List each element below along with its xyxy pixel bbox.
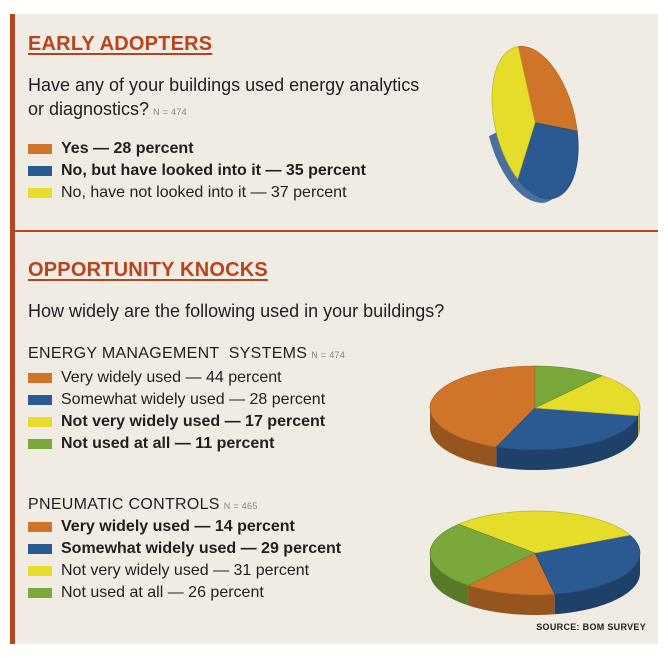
legend-label: Not used at all — 11 percent [61, 435, 275, 452]
pie-slice [467, 552, 556, 596]
legend-label: Not used at all — 26 percent [61, 584, 264, 601]
legend-label: Somewhat widely used — 29 percent [61, 540, 342, 557]
legend-label: Very widely used — 44 percent [61, 369, 282, 386]
opportunity-knocks-question: How widely are the following used in you… [28, 301, 445, 321]
early-adopters-question: Have any of your buildings used energy a… [28, 73, 428, 124]
pie-slice-side [496, 415, 639, 470]
pie-side-walls [430, 407, 640, 470]
pneumatic-legend: Very widely used — 14 percent Somewhat wi… [28, 516, 341, 604]
legend-item: No, but have looked into it — 35 percent [28, 160, 366, 182]
legend-item: Yes — 28 percent [28, 138, 366, 160]
legend-label: No, but have looked into it — 35 percent [61, 162, 366, 179]
early-adopters-heading: EARLY ADOPTERS [28, 33, 213, 55]
pie-side-walls [430, 552, 640, 615]
legend-label: Not very widely used — 17 percent [61, 413, 326, 430]
pie-slice-side [430, 407, 497, 468]
pie-slice [457, 510, 631, 554]
legend-item: Not very widely used — 31 percent [28, 560, 341, 582]
legend-swatch [28, 566, 52, 576]
ems-legend: Very widely used — 44 percent Somewhat wi… [28, 367, 325, 455]
pie-slice [429, 365, 536, 448]
pneumatic-pie-chart [429, 510, 641, 615]
pie-slice-side [430, 552, 469, 606]
legend-item: Very widely used — 44 percent [28, 367, 325, 389]
pneumatic-title: PNEUMATIC CONTROLS [28, 496, 220, 513]
legend-label: Somewhat widely used — 28 percent [61, 391, 326, 408]
legend-swatch [28, 144, 52, 154]
early-adopters-pie-chart [489, 46, 579, 203]
legend-item: Not used at all — 11 percent [28, 433, 325, 455]
legend-swatch [28, 439, 52, 449]
pneumatic-n-label: N = 465 [223, 501, 258, 511]
legend-swatch [28, 166, 52, 176]
source-note: SOURCE: BOM SURVEY [536, 622, 646, 632]
legend-swatch [28, 522, 52, 532]
ems-n-label: N = 474 [311, 350, 346, 360]
ems-pie-chart [429, 365, 641, 470]
legend-item: Not used at all — 26 percent [28, 582, 341, 604]
legend-item: Very widely used — 14 percent [28, 516, 341, 538]
pie-slice-side [638, 407, 640, 436]
legend-swatch [28, 588, 52, 598]
legend-item: Somewhat widely used — 29 percent [28, 538, 341, 560]
pie-slice [429, 523, 536, 586]
pie-slice-side [554, 552, 640, 615]
legend-swatch [28, 395, 52, 405]
pneumatic-subheading: PNEUMATIC CONTROLS N = 465 [28, 496, 258, 514]
legend-label: Not very widely used — 31 percent [61, 562, 310, 579]
legend-swatch [28, 544, 52, 554]
pie-slice-side [468, 585, 555, 615]
legend-item: Not very widely used — 17 percent [28, 411, 325, 433]
legend-swatch [28, 373, 52, 383]
legend-swatch [28, 417, 52, 427]
early-adopters-question-text: Have any of your buildings used energy a… [28, 75, 420, 119]
legend-label: Yes — 28 percent [61, 140, 194, 157]
ems-title: ENERGY MANAGEMENT SYSTEMS [28, 345, 308, 362]
pie-slice [495, 407, 639, 451]
pie-slice [534, 534, 641, 595]
legend-item: No, have not looked into it — 37 percent [28, 182, 366, 204]
early-adopters-n-label: N = 474 [153, 107, 187, 117]
pie-group [489, 46, 579, 203]
legend-swatch [28, 188, 52, 198]
early-adopters-legend: Yes — 28 percent No, but have looked into… [28, 138, 366, 204]
section-divider [15, 230, 658, 232]
opportunity-knocks-heading: OPPORTUNITY KNOCKS [28, 259, 268, 281]
pie-slice [517, 46, 578, 132]
legend-label: Very widely used — 14 percent [61, 518, 295, 535]
legend-label: No, have not looked into it — 37 percent [61, 184, 347, 201]
pie-slice [491, 46, 536, 180]
pie-slice [534, 365, 603, 409]
pie-slice [517, 122, 579, 200]
legend-item: Somewhat widely used — 28 percent [28, 389, 325, 411]
pie-slice [533, 375, 641, 417]
pie-edge [489, 132, 554, 203]
ems-subheading: ENERGY MANAGEMENT SYSTEMS N = 474 [28, 345, 345, 363]
